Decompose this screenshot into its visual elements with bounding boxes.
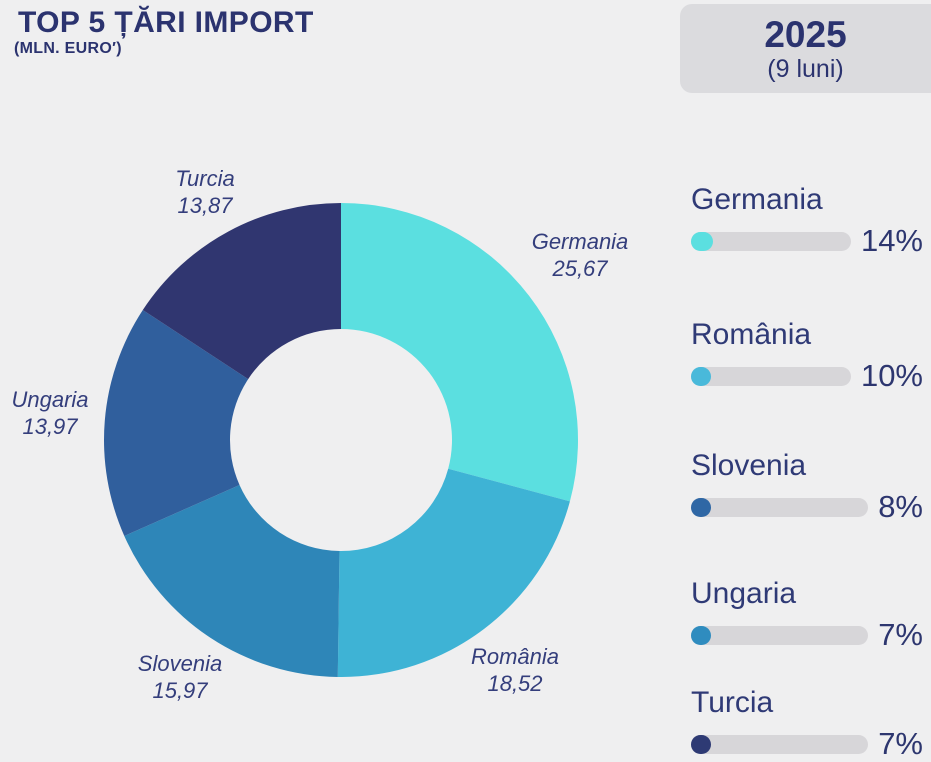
legend-bar-fill [691,625,711,645]
donut-slice-label-name: Germania [531,229,629,254]
donut-slice-label-value: 18,52 [487,671,543,696]
legend-item-percent: 7% [878,617,923,652]
legend-bar-row: 7% [691,726,923,762]
donut-segment-ungaria[interactable] [104,310,249,536]
legend: Germania 14% România 10% Slovenia 8% Ung… [691,183,923,762]
donut-slice-label-name: România [470,644,560,669]
donut-segment-germania[interactable] [341,203,578,502]
legend-item[interactable]: România 10% [691,318,923,394]
legend-item-label: Slovenia [691,449,807,482]
legend-bar-row: 14% [691,223,923,259]
donut-slice-label: Ungaria 13,97 [0,386,140,440]
donut-slice-label-name: Ungaria [11,387,89,412]
donut-chart [104,203,578,677]
legend-bar-track [691,497,869,517]
legend-item-label: Germania [691,183,823,216]
legend-bar-fill [691,366,711,386]
page-title: TOP 5 ȚĂRI IMPORT [18,6,314,39]
donut-segment-turcia[interactable] [142,203,341,380]
legend-bar-track [691,366,851,386]
legend-item-label: România [691,318,812,351]
legend-item[interactable]: Germania 14% [691,183,923,259]
legend-bar-row: 8% [691,489,923,525]
legend-bar-row: 7% [691,617,923,653]
legend-bar-fill [691,231,714,251]
legend-bar-track [691,734,869,754]
legend-bar-fill [691,734,711,754]
donut-slice-label: România 18,52 [425,643,605,697]
legend-item-label: Turcia [691,686,774,719]
donut-slice-label: Turcia 13,87 [115,165,295,219]
year-value: 2025 [764,13,847,55]
donut-slice-label: Germania 25,67 [490,228,670,282]
donut-segment-slovenia[interactable] [124,484,340,677]
page-subtitle: (MLN. EURO′) [14,40,122,57]
legend-item-label: Ungaria [691,577,797,610]
donut-slice-label-value: 15,97 [152,678,208,703]
legend-bar-row: 10% [691,358,923,394]
donut-slice-label-name: Slovenia [137,651,223,676]
legend-item[interactable]: Slovenia 8% [691,449,923,525]
legend-bar-track [691,625,869,645]
legend-item-percent: 7% [878,726,923,761]
legend-item-percent: 8% [878,489,923,524]
legend-bar-fill [691,497,711,517]
donut-slice-label-value: 13,87 [177,193,233,218]
donut-slice-label-value: 25,67 [552,256,608,281]
donut-slice-label-name: Turcia [175,166,235,191]
legend-item-percent: 10% [860,358,923,393]
donut-slice-label-value: 13,97 [22,414,78,439]
legend-item[interactable]: Turcia 7% [691,686,923,762]
year-badge: 2025 (9 luni) [680,4,931,93]
donut-slice-label: Slovenia 15,97 [90,650,270,704]
donut-segment-românia[interactable] [337,468,570,677]
legend-item[interactable]: Ungaria 7% [691,577,923,653]
legend-item-percent: 14% [860,223,923,258]
year-period: (9 luni) [767,54,844,83]
legend-bar-track [691,231,851,251]
